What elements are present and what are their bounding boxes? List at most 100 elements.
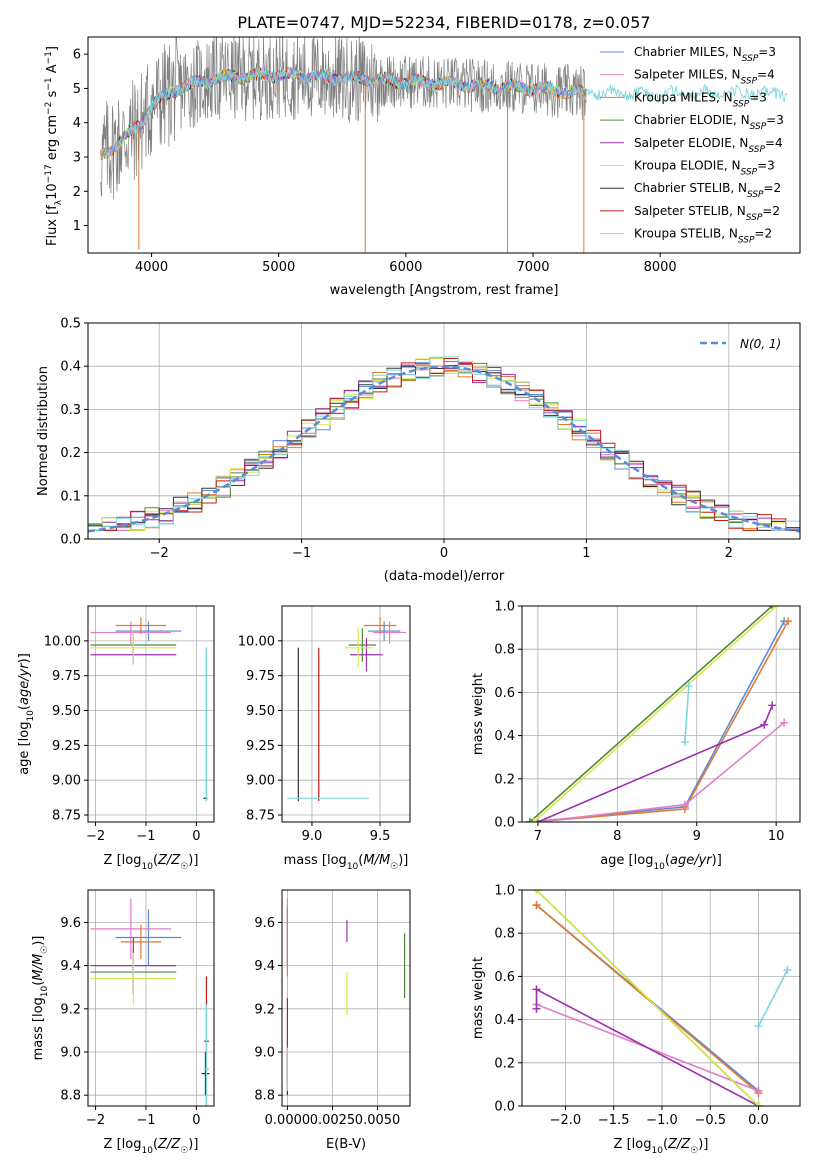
- residuals-xlabel: (data-model)/error: [384, 569, 505, 584]
- y-tick-label: 9.0: [60, 1046, 81, 1061]
- model-spectrum-line: [100, 66, 587, 158]
- y-tick-label: 9.6: [60, 916, 81, 931]
- x-tick-label: −1: [136, 1113, 155, 1128]
- weight-line: [684, 685, 690, 743]
- y-tick-label: 10.00: [238, 634, 275, 649]
- weight-marker: [784, 617, 793, 626]
- y-tick-label: 0.2: [60, 446, 81, 461]
- weight-marker: [532, 901, 541, 910]
- x-tick-label: 0: [192, 1113, 200, 1128]
- y-tick-label: 8.75: [52, 809, 81, 824]
- plot-area-mass-vs-ebv: [286, 898, 406, 1096]
- weight-marker: [532, 1004, 541, 1013]
- y-tick-label: 0.8: [494, 927, 515, 942]
- plot-area-spectrum: [100, 37, 788, 253]
- weight-marker: [680, 738, 689, 747]
- weight-marker: [754, 1102, 763, 1106]
- x-tick-label: 0.0025: [310, 1113, 356, 1128]
- y-tick-label: 8.8: [254, 1089, 275, 1104]
- x-tick-label: −2: [150, 546, 169, 561]
- y-tick-label: 0.4: [494, 1013, 515, 1028]
- spectrum-legend: Chabrier MILES, NSSP=3 Salpeter MILES, NS…: [600, 45, 784, 246]
- y-tick-label: 5: [73, 82, 81, 97]
- axes-weight-vs-Z: −2.0 −1.5 −1.0 −0.5 0.0 0.0 0.2 0.4 0.6 0.8 1.0: [494, 884, 801, 1128]
- y-tick-label: 0.8: [494, 643, 515, 658]
- y-tick-label: 0.5: [60, 317, 81, 332]
- plot-area-weight-vs-Z: [532, 890, 792, 1106]
- x-tick-label: 2: [725, 546, 733, 561]
- x-tick-label: 9.5: [370, 829, 391, 844]
- age-vs-Z-ylabel: age [log10(age/yr)]: [17, 653, 36, 775]
- y-tick-label: 0.0: [60, 533, 81, 548]
- y-tick-label: 2: [73, 185, 81, 200]
- weight-marker: [754, 1086, 763, 1095]
- x-tick-label: −2: [86, 1113, 105, 1128]
- weight-marker: [783, 965, 792, 974]
- x-tick-label: −0.5: [694, 1113, 726, 1128]
- weight-marker: [768, 701, 777, 710]
- plot-area-age-vs-mass: [287, 617, 406, 802]
- y-tick-label: 9.2: [60, 1002, 81, 1017]
- axes-spectrum: 4000 5000 6000 7000 8000 1 2 3 4 5 6: [73, 36, 801, 275]
- y-tick-label: 9.0: [254, 1046, 275, 1061]
- y-tick-label: 9.00: [246, 774, 275, 789]
- weight-line: [533, 606, 777, 822]
- weight-marker: [532, 890, 541, 894]
- x-tick-label: 0: [440, 546, 448, 561]
- x-tick-label: 0.0050: [355, 1113, 401, 1128]
- x-tick-label: 8000: [644, 260, 677, 275]
- weight-marker: [780, 718, 789, 727]
- y-tick-label: 9.25: [52, 739, 81, 754]
- y-tick-label: 0.0: [494, 1100, 515, 1115]
- weight-line: [757, 969, 789, 1027]
- weight-line: [537, 705, 773, 822]
- y-tick-label: 0.6: [494, 970, 515, 985]
- y-tick-label: 0.2: [494, 772, 515, 787]
- y-tick-label: 1.0: [494, 884, 515, 899]
- weight-line: [533, 620, 789, 822]
- model-spectrum-line: [100, 65, 788, 161]
- mass-vs-ebv-xlabel: E(B-V): [326, 1137, 366, 1152]
- spectrum-xlabel: wavelength [Angstrom, rest frame]: [330, 283, 559, 298]
- spectrum-ylabel: Flux [fλ10−17 erg cm−2 s−1 A−1]: [44, 46, 64, 246]
- weight-marker: [532, 985, 541, 994]
- y-tick-label: 0.3: [60, 403, 81, 418]
- x-tick-label: −1: [136, 829, 155, 844]
- axes-mass-vs-ebv: 0.0000 0.0025 0.0050 8.8 9.0 9.2 9.4 9.6: [254, 889, 411, 1128]
- weight-line: [535, 890, 760, 1106]
- axes-residuals: −2 −1 0 1 2 0.0 0.1 0.2 0.3 0.4 0.5: [60, 317, 801, 561]
- y-tick-label: 9.2: [254, 1002, 275, 1017]
- x-tick-label: −1.0: [646, 1113, 678, 1128]
- observed-spectrum-line: [100, 37, 587, 200]
- y-tick-label: 9.4: [60, 959, 81, 974]
- legend-entry: Salpeter ELODIE, NSSP=4: [634, 136, 783, 155]
- weight-marker: [680, 800, 689, 809]
- normal-curve: [88, 365, 800, 533]
- y-tick-label: 9.75: [52, 669, 81, 684]
- x-tick-label: 0.0: [748, 1113, 769, 1128]
- x-tick-label: 9: [693, 829, 701, 844]
- x-tick-label: 1: [582, 546, 590, 561]
- x-tick-label: 10: [768, 829, 785, 844]
- y-tick-label: 8.75: [246, 809, 275, 824]
- weight-marker: [760, 720, 769, 729]
- y-tick-label: 9.25: [246, 739, 275, 754]
- age-vs-Z-xlabel: Z [log10(Z/Z☉)]: [104, 853, 199, 872]
- weight-vs-age-ylabel: mass weight: [471, 673, 486, 755]
- y-tick-label: 9.50: [246, 704, 275, 719]
- legend-entry: Chabrier STELIB, NSSP=2: [634, 181, 781, 200]
- y-tick-label: 1: [73, 219, 81, 234]
- axes-age-vs-Z: −2 −1 0 8.75 9.00 9.25 9.50 9.75 10.00: [44, 605, 215, 844]
- weight-marker: [772, 606, 781, 610]
- y-tick-label: 0.6: [494, 686, 515, 701]
- y-tick-label: 0.2: [494, 1056, 515, 1071]
- y-tick-label: 9.00: [52, 774, 81, 789]
- y-tick-label: 9.6: [254, 916, 275, 931]
- legend-entry: Chabrier MILES, NSSP=3: [634, 45, 776, 64]
- weight-marker: [754, 1022, 763, 1031]
- x-tick-label: 5000: [262, 260, 295, 275]
- y-tick-label: 0.4: [60, 360, 81, 375]
- y-tick-label: 9.75: [246, 669, 275, 684]
- weight-vs-age-xlabel: age [log10(age/yr)]: [600, 853, 722, 872]
